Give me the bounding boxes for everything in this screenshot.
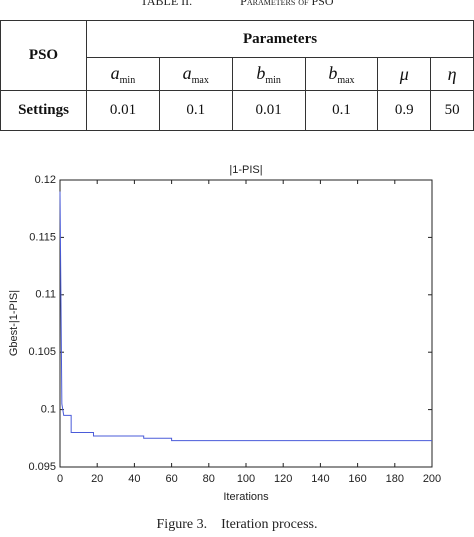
- subscript: min: [265, 74, 281, 86]
- x-tick-label: 80: [203, 473, 215, 485]
- cell: 0.01: [86, 90, 160, 131]
- cell: 0.9: [377, 90, 432, 131]
- y-tick-label: 0.1: [41, 404, 56, 416]
- symbol: μ: [399, 63, 409, 84]
- x-tick-label: 100: [237, 473, 255, 485]
- subscript: max: [191, 74, 209, 86]
- x-tick-label: 60: [165, 473, 177, 485]
- table-number: TABLE II.: [140, 0, 193, 8]
- table-caption: TABLE II. Parameters of PSO: [0, 0, 474, 9]
- y-tick-label: 0.115: [29, 231, 56, 243]
- x-tick-label: 200: [423, 473, 441, 485]
- column-header: bmax: [304, 57, 379, 91]
- data-line: [59, 191, 432, 442]
- symbol: a: [110, 62, 120, 83]
- row-header: PSO: [0, 20, 87, 91]
- y-tick-label: 0.12: [35, 174, 56, 186]
- cell: 50: [430, 90, 474, 131]
- group-header: Parameters: [86, 20, 474, 58]
- parameter-table: PSO Parameters amin amax bmin bmax μ η Setting…: [0, 20, 474, 131]
- subscript: max: [337, 74, 355, 86]
- x-tick-label: 40: [128, 473, 140, 485]
- y-tick-label: 0.095: [28, 461, 56, 473]
- figure-caption: Figure 3. Iteration process.: [157, 517, 318, 532]
- row-label: Settings: [0, 90, 87, 131]
- x-tick-label: 160: [348, 473, 366, 485]
- x-tick-label: 20: [91, 473, 103, 485]
- column-header: η: [430, 57, 474, 91]
- symbol: b: [328, 62, 338, 83]
- subscript: min: [119, 74, 136, 86]
- y-tick-label: 0.105: [28, 346, 56, 358]
- column-header: bmin: [231, 57, 306, 91]
- x-tick-label: 120: [274, 473, 292, 485]
- x-tick-label: 0: [57, 473, 63, 485]
- x-tick-label: 180: [386, 473, 404, 485]
- table-title: Parameters of PSO: [240, 0, 334, 8]
- cell: 0.1: [158, 90, 233, 131]
- symbol: η: [447, 63, 457, 84]
- symbol: a: [182, 62, 192, 83]
- y-tick-label: 0.11: [35, 289, 56, 301]
- cell: 0.01: [231, 90, 306, 131]
- y-axis-label: Gbest-|1-PIS|: [8, 290, 20, 356]
- x-tick-label: 140: [311, 473, 329, 485]
- plot-frame: [59, 179, 433, 468]
- symbol: b: [256, 62, 266, 83]
- cell: 0.1: [304, 90, 379, 131]
- chart-title: |1-PIS|: [229, 164, 262, 176]
- x-axis-label: Iterations: [223, 491, 269, 503]
